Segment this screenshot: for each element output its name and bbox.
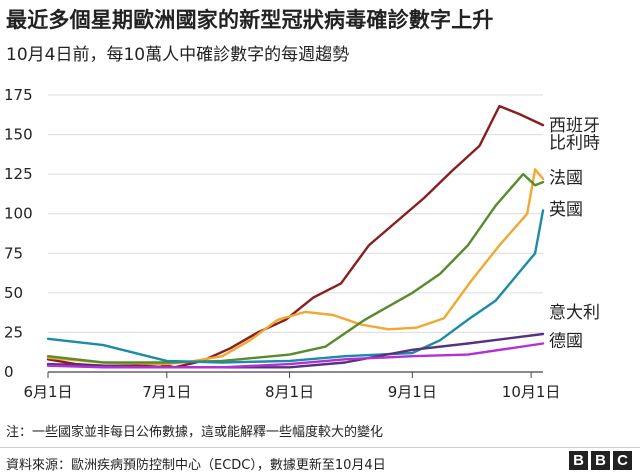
x-tick-label: 8月1日 — [265, 383, 314, 401]
y-tick-label: 125 — [4, 165, 33, 183]
series-line — [46, 168, 545, 366]
grid-lines — [48, 94, 543, 373]
bbc-logo-block: C — [613, 451, 632, 470]
x-tick-label: 9月1日 — [388, 383, 437, 401]
series-line — [46, 172, 545, 364]
bbc-logo-block: B — [569, 451, 588, 470]
axis-ticks: 0 25 50 75 100 125 150 175 6月1日 7月1日 8月1日 9月1日 10月1日 — [4, 86, 560, 401]
bbc-logo-block: B — [591, 451, 610, 470]
chart-subtitle: 10月4日前，每10萬人中確診數字的每週趨勢 — [6, 45, 350, 65]
series-label: 德國 — [549, 331, 583, 351]
x-tick-label: 7月1日 — [142, 383, 191, 401]
y-tick-label: 25 — [4, 323, 23, 341]
series-label: 比利時 — [549, 133, 600, 153]
series-lines — [46, 104, 545, 369]
series-label: 西班牙 — [549, 116, 600, 136]
y-tick-label: 50 — [4, 284, 23, 302]
y-tick-label: 75 — [4, 244, 23, 262]
chart-title: 最近多個星期歐洲國家的新型冠狀病毒確診數字上升 — [6, 8, 494, 32]
footnote: 注：一些國家並非每日公佈數據，這或能解釋一些幅度較大的變化 — [6, 425, 384, 440]
y-tick-label: 150 — [4, 126, 33, 144]
bbc-logo: B B C — [569, 451, 632, 470]
series-label: 法國 — [549, 168, 583, 188]
line-chart: 0 25 50 75 100 125 150 175 6月1日 7月1日 8月1日 9月1日 10月1日… — [4, 86, 600, 401]
series-label: 意大利 — [549, 303, 600, 323]
x-tick-label: 6月1日 — [23, 383, 72, 401]
x-tick-label: 10月1日 — [502, 383, 561, 401]
y-tick-label: 100 — [4, 205, 33, 223]
series-label: 英國 — [549, 200, 583, 220]
series-line — [46, 342, 545, 369]
y-tick-label: 175 — [4, 86, 33, 104]
source-text: 資料來源：歐洲疾病預防控制中心（ECDC），數據更新至10月4日 — [6, 458, 386, 473]
series-line — [46, 209, 545, 364]
y-tick-label: 0 — [4, 363, 14, 381]
series-line — [46, 104, 545, 369]
footer-divider — [0, 447, 640, 448]
